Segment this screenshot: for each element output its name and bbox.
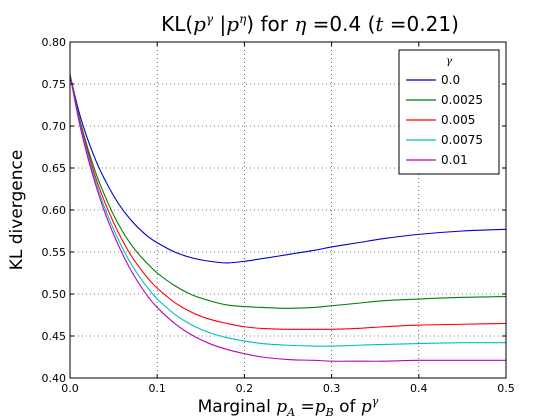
y-tick-label: 0.70 [42,120,67,133]
series-line-0.01 [69,74,506,362]
y-tick-label: 0.40 [42,372,67,385]
legend-label-0.01: 0.01 [441,153,468,167]
series-line-0.0 [69,74,507,264]
series-line-0.0075 [69,74,507,347]
x-tick-label: 0.4 [410,382,428,395]
y-axis-label: KL divergence [7,150,27,271]
legend-box [398,49,500,175]
y-tick-label: 0.65 [42,162,67,175]
legend-label-0.0075: 0.0075 [441,133,483,147]
x-axis-label: Marginal pA =pB of pγ [198,395,379,419]
x-tick-label: 0.0 [61,382,79,395]
series-line-0.0025 [69,74,507,309]
y-tick-label: 0.80 [42,36,67,49]
legend-label-0.0: 0.0 [441,73,460,87]
x-tick-label: 0.3 [323,382,341,395]
legend: γ 0.0 0.0025 0.005 0.0075 0.01 [398,49,500,175]
axis-ticks: 0.0 0.1 0.2 0.3 0.4 0.5 0.40 0.45 0.50 0.55 0.60 0.… [42,36,515,395]
y-tick-label: 0.55 [42,246,67,259]
x-tick-label: 0.1 [148,382,166,395]
x-tick-label: 0.5 [497,382,515,395]
y-tick-label: 0.50 [42,288,67,301]
y-tick-label: 0.75 [42,78,67,91]
legend-title: γ [446,56,452,67]
y-tick-label: 0.45 [42,330,67,343]
series-lines [69,74,507,362]
legend-label-0.0025: 0.0025 [441,93,483,107]
chart-title: KL(pγ |pη) for η =0.4 (t =0.21) [161,12,459,36]
x-tick-label: 0.2 [236,382,254,395]
series-line-0.005 [69,74,507,330]
y-tick-label: 0.60 [42,204,67,217]
legend-label-0.005: 0.005 [441,113,475,127]
